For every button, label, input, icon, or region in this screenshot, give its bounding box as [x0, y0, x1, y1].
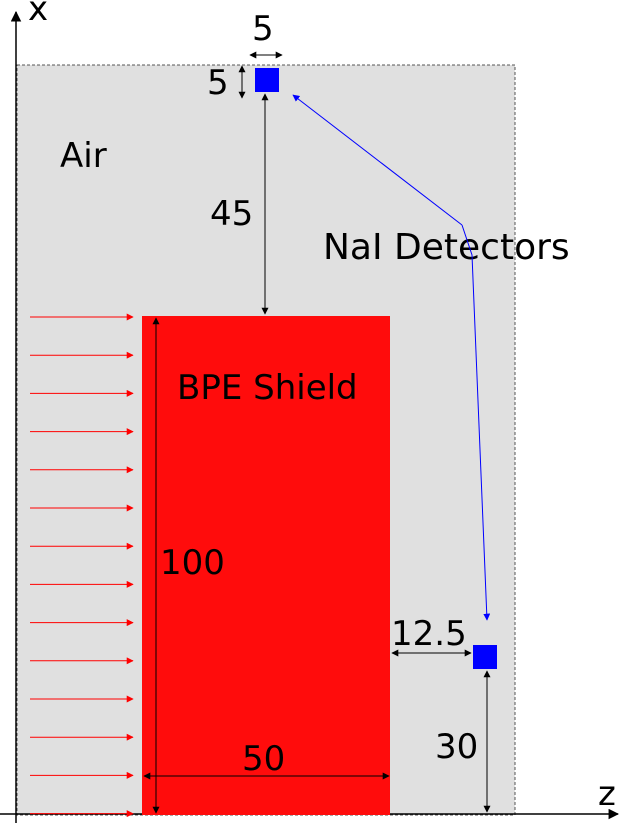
- side-detector: [473, 645, 497, 669]
- pointer-top-detector: [292, 94, 463, 226]
- dim-detector-width-label: 5: [252, 9, 274, 49]
- detectors-label: NaI Detectors: [323, 227, 570, 268]
- air-label: Air: [60, 136, 107, 176]
- bpe-shield: [142, 316, 390, 815]
- z-axis-label: z: [598, 774, 616, 814]
- dim-detector-offset-z-label: 12.5: [391, 614, 467, 654]
- top-detector: [255, 68, 279, 92]
- beam-arrows: [30, 313, 134, 818]
- x-axis-label: x: [28, 0, 48, 29]
- shield-label: BPE Shield: [177, 368, 358, 408]
- dim-gap-top-label: 45: [210, 194, 253, 234]
- dim-detector-height-label: 5: [207, 63, 229, 103]
- pointer-side-detector: [461, 224, 491, 621]
- dim-shield-width-label: 50: [242, 739, 285, 779]
- dim-detector-offset-bottom-label: 30: [435, 727, 478, 767]
- dim-shield-height-label: 100: [160, 543, 225, 583]
